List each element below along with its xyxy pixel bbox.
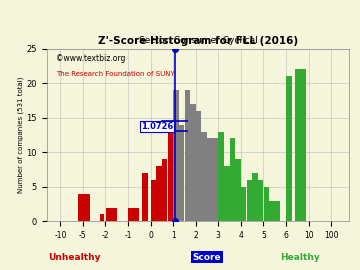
Bar — [156, 166, 162, 221]
Bar — [294, 69, 306, 221]
Bar — [235, 159, 241, 221]
Bar — [264, 187, 269, 221]
Text: ©www.textbiz.org: ©www.textbiz.org — [56, 54, 125, 63]
Bar — [202, 131, 207, 221]
Bar — [224, 166, 230, 221]
Bar — [83, 194, 90, 221]
Bar — [168, 125, 173, 221]
Text: 1.0726: 1.0726 — [141, 122, 173, 130]
Bar — [275, 201, 280, 221]
Bar — [15, 208, 37, 221]
Bar — [207, 139, 213, 221]
Bar — [100, 214, 104, 221]
Bar — [151, 180, 156, 221]
Bar — [196, 111, 201, 221]
Text: Score: Score — [193, 252, 221, 262]
Bar — [247, 180, 252, 221]
Text: The Research Foundation of SUNY: The Research Foundation of SUNY — [56, 71, 175, 77]
Bar — [269, 201, 275, 221]
Bar — [179, 125, 184, 221]
Bar — [173, 90, 179, 221]
Bar — [252, 173, 258, 221]
Bar — [258, 180, 264, 221]
Bar — [105, 208, 117, 221]
Bar — [230, 139, 235, 221]
Bar — [219, 131, 224, 221]
Bar — [213, 139, 218, 221]
Bar — [190, 104, 196, 221]
Bar — [185, 90, 190, 221]
Y-axis label: Number of companies (531 total): Number of companies (531 total) — [17, 77, 24, 193]
Bar — [241, 187, 247, 221]
Bar — [78, 194, 83, 221]
Text: Healthy: Healthy — [280, 252, 320, 262]
Title: Z'-Score Histogram for FLL (2016): Z'-Score Histogram for FLL (2016) — [98, 36, 298, 46]
Bar — [128, 208, 139, 221]
Bar — [142, 173, 148, 221]
Text: Sector: Consumer Cyclical: Sector: Consumer Cyclical — [139, 36, 257, 45]
Bar — [286, 76, 292, 221]
Text: Unhealthy: Unhealthy — [48, 252, 100, 262]
Bar — [162, 159, 167, 221]
